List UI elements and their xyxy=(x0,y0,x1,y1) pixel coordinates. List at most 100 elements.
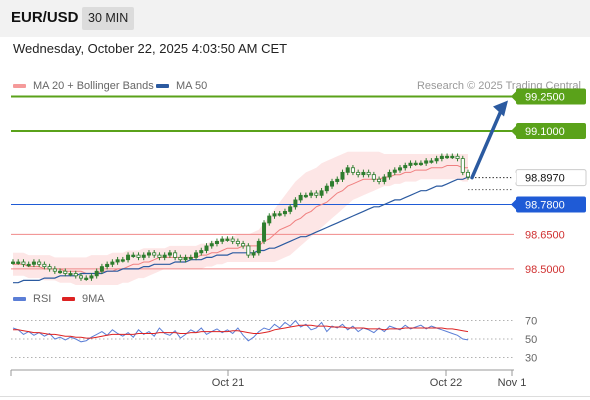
price-tag-bg xyxy=(516,122,586,139)
candle-body xyxy=(183,257,188,261)
candle-body xyxy=(209,243,214,247)
candle-body xyxy=(152,252,157,256)
price-tag-pointer xyxy=(511,199,516,210)
rsi-tick-30: 30 xyxy=(525,352,537,364)
candle-body xyxy=(126,254,131,261)
candle-body xyxy=(199,250,204,254)
price-tag-bg xyxy=(516,88,586,105)
candle-body xyxy=(382,176,387,182)
ma50-swatch xyxy=(156,84,169,88)
candle-body xyxy=(63,270,68,274)
legend-ma20-label: MA 20 + Bollinger Bands xyxy=(33,80,154,92)
candle-body xyxy=(398,167,403,171)
candle-body xyxy=(309,192,314,196)
candle-body xyxy=(314,192,319,196)
candle-body xyxy=(21,261,26,265)
candle-body xyxy=(42,263,47,268)
candle-body xyxy=(204,245,209,251)
candle-body xyxy=(418,162,423,166)
candle-body xyxy=(272,213,277,217)
rsi-tick-50: 50 xyxy=(525,334,537,346)
candle-body xyxy=(256,240,261,254)
candle-body xyxy=(392,169,397,173)
projection-arrow-shaft xyxy=(470,106,504,180)
candle-body xyxy=(366,171,371,176)
candle-body xyxy=(188,257,193,260)
candle-body xyxy=(68,273,73,276)
candle-body xyxy=(84,277,89,281)
candle-body xyxy=(345,167,350,173)
candle-body xyxy=(173,252,178,258)
candle-body xyxy=(241,243,246,247)
candle-body xyxy=(141,254,146,258)
candle-body xyxy=(324,185,329,192)
symbol-label: EUR/USD xyxy=(11,9,79,26)
rsi-tick-70: 70 xyxy=(525,316,537,328)
candle-body xyxy=(282,211,287,215)
ma50-line xyxy=(13,176,469,284)
candle-body xyxy=(288,206,293,212)
candle-body xyxy=(246,245,251,256)
candle-body xyxy=(131,254,136,258)
price-tag-99.2500: 99.2500 xyxy=(525,91,565,103)
candle-body xyxy=(120,259,125,262)
candle-body xyxy=(262,222,267,242)
candle-body xyxy=(115,259,120,263)
candle-body xyxy=(47,266,52,270)
candle-body xyxy=(225,238,230,241)
price-tag-98.8970: 98.8970 xyxy=(525,173,565,185)
price-tag-98.7800: 98.7800 xyxy=(525,200,565,212)
candle-body xyxy=(105,263,110,268)
candle-body xyxy=(377,178,382,182)
candle-body xyxy=(465,171,470,178)
candle-body xyxy=(167,252,172,256)
price-tag-bg xyxy=(516,196,586,213)
datetime-label: Wednesday, October 22, 2025 4:03:50 AM C… xyxy=(13,41,288,56)
candle-body xyxy=(408,162,413,166)
price-tag-pointer xyxy=(511,172,516,183)
legend-ma20: MA 20 + Bollinger Bands xyxy=(13,80,154,92)
rsi-ma-line xyxy=(13,324,469,339)
candle-body xyxy=(220,238,225,242)
candle-body xyxy=(429,160,434,163)
candle-body xyxy=(78,275,83,279)
price-tag-98.6500: 98.6500 xyxy=(525,229,565,241)
candle-body xyxy=(31,261,36,265)
candle-body xyxy=(439,155,444,159)
candle-body xyxy=(178,257,183,261)
candle-body xyxy=(371,174,376,180)
candle-body xyxy=(10,261,15,264)
candle-body xyxy=(136,254,141,258)
candle-body xyxy=(319,190,324,196)
candle-body xyxy=(361,171,366,176)
candle-body xyxy=(424,160,429,164)
bollinger-band xyxy=(13,151,468,285)
candle-body xyxy=(335,178,340,182)
candle-body xyxy=(26,263,31,267)
projection-arrow-head xyxy=(493,100,508,117)
price-tag-pointer xyxy=(511,91,516,102)
candle-body xyxy=(303,194,308,198)
bottom-border xyxy=(0,396,590,397)
x-tick-label: Oct 21 xyxy=(212,377,244,389)
candle-body xyxy=(267,215,272,224)
candle-body xyxy=(403,165,408,169)
candle-body xyxy=(89,275,94,279)
candle-body xyxy=(99,266,104,272)
candle-body xyxy=(214,240,219,245)
candle-body xyxy=(455,155,460,159)
legend-rsi-ma-label: 9MA xyxy=(82,293,105,305)
candle-body xyxy=(356,171,361,176)
legend-rsi-label: RSI xyxy=(33,293,52,305)
chart-header: EUR/USD 30 MIN xyxy=(0,0,590,37)
candle-body xyxy=(251,252,256,256)
candle-body xyxy=(413,162,418,166)
candle-body xyxy=(146,252,151,256)
candle-body xyxy=(298,194,303,201)
x-tick-label: Nov 1 xyxy=(498,377,527,389)
candle-body xyxy=(230,238,235,242)
candle-body xyxy=(235,240,240,245)
rsi-ma-swatch xyxy=(62,297,75,301)
candle-body xyxy=(434,158,439,162)
timeframe-badge[interactable]: 30 MIN xyxy=(82,7,135,30)
